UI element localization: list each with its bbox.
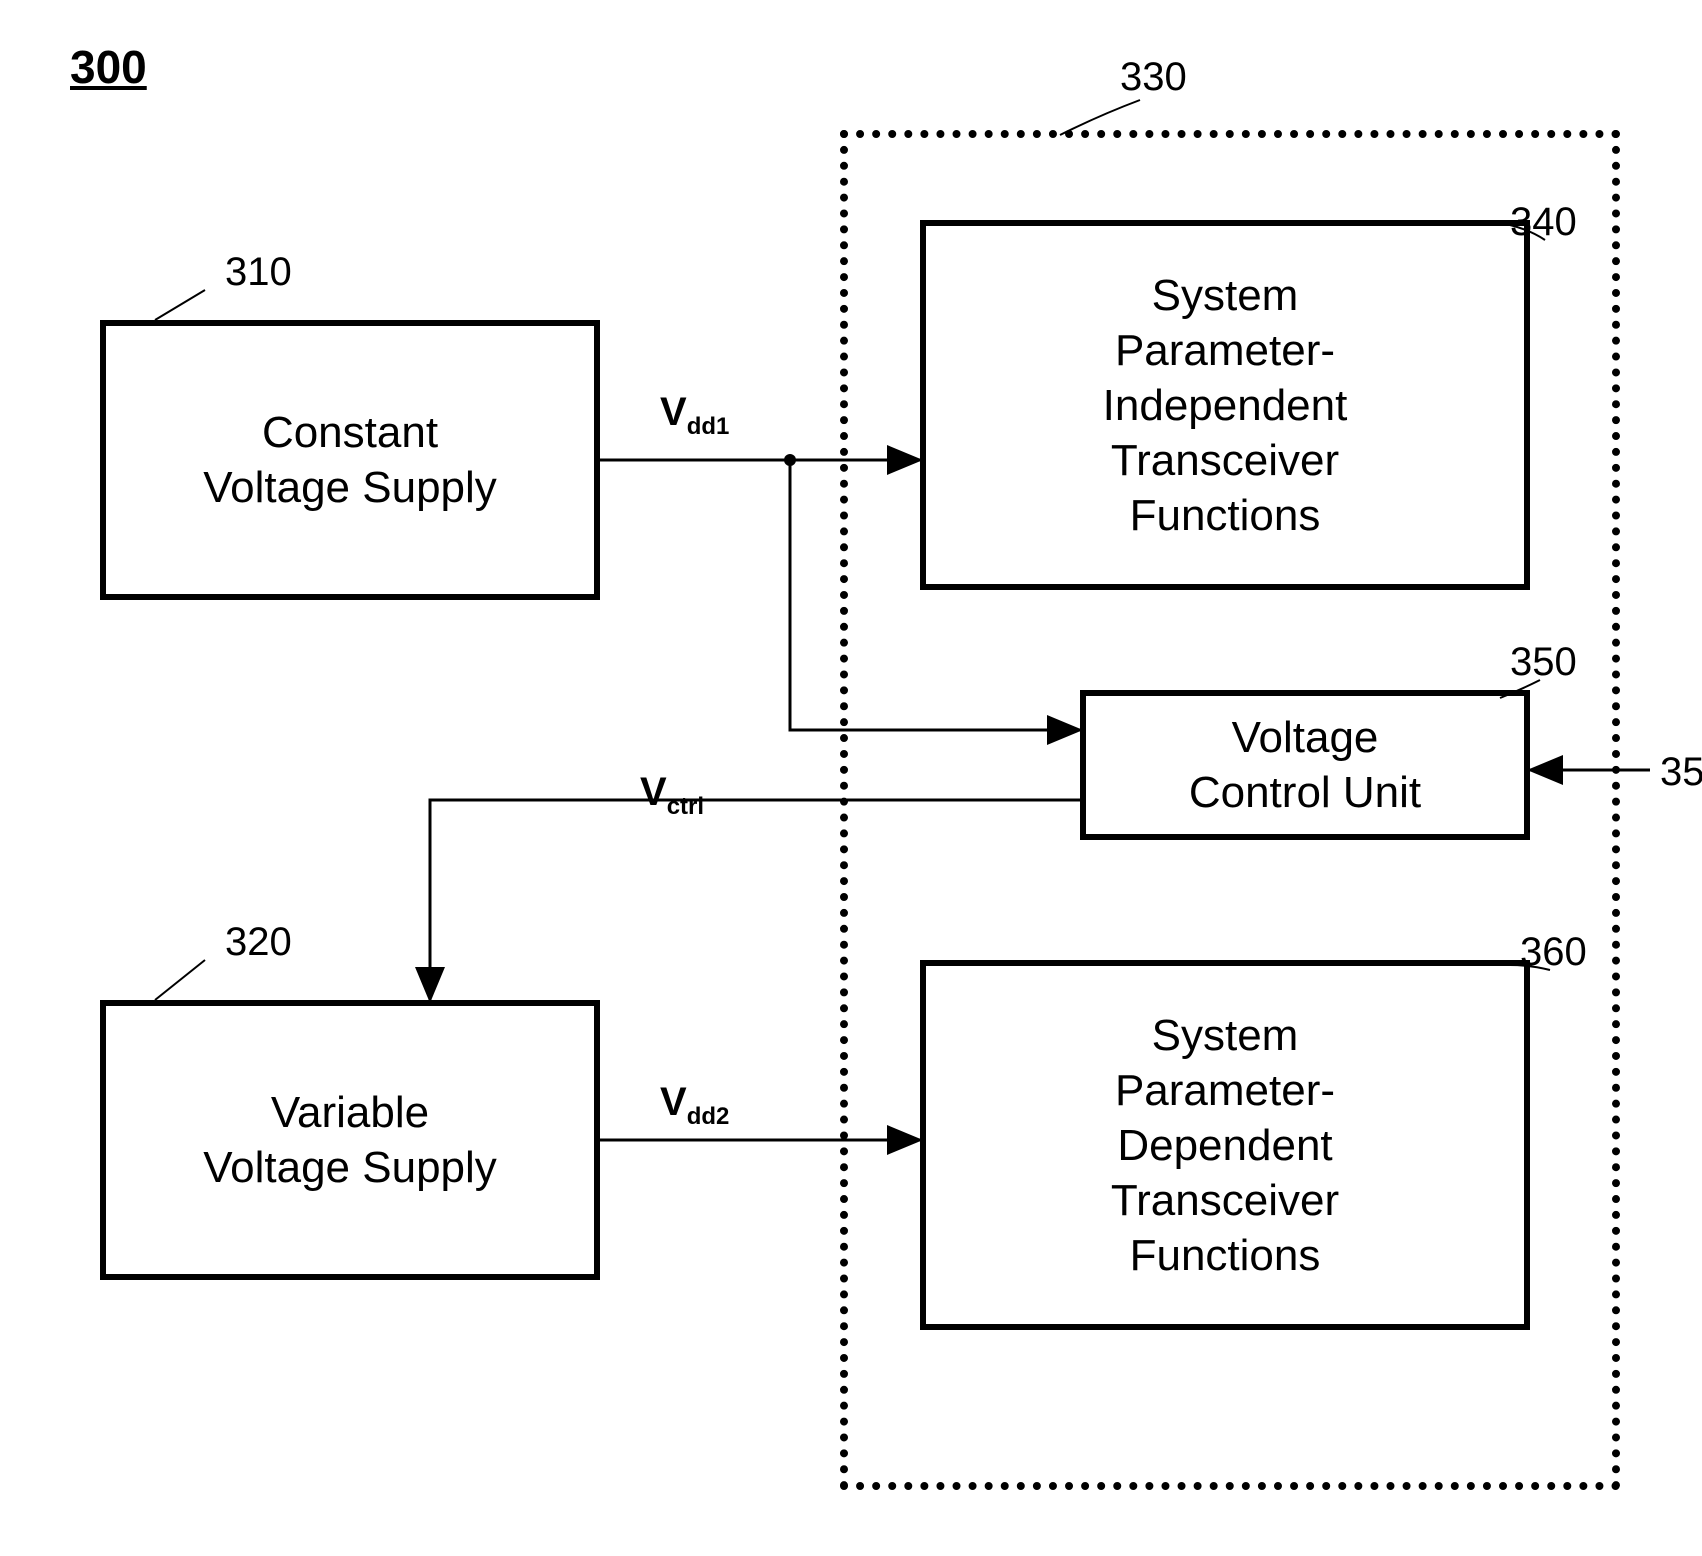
block-independent-fns: SystemParameter-IndependentTransceiverFu… (920, 220, 1530, 590)
block-independent-fns-label: SystemParameter-IndependentTransceiverFu… (1103, 268, 1348, 543)
ref-310: 310 (225, 250, 292, 295)
block-voltage-ctrl-label: VoltageControl Unit (1189, 710, 1421, 820)
ref-351: 351 (1660, 750, 1702, 795)
ref-330: 330 (1120, 55, 1187, 100)
block-dependent-fns: SystemParameter-DependentTransceiverFunc… (920, 960, 1530, 1330)
signal-vdd2: Vdd2 (660, 1080, 729, 1131)
block-constant-supply: ConstantVoltage Supply (100, 320, 600, 600)
signal-vctrl: Vctrl (640, 770, 704, 821)
ref-360: 360 (1520, 930, 1587, 975)
ref-340: 340 (1510, 200, 1577, 245)
block-constant-supply-label: ConstantVoltage Supply (203, 405, 497, 515)
ref-350: 350 (1510, 640, 1577, 685)
ref-320: 320 (225, 920, 292, 965)
block-variable-supply-label: VariableVoltage Supply (203, 1085, 497, 1195)
block-variable-supply: VariableVoltage Supply (100, 1000, 600, 1280)
block-voltage-ctrl: VoltageControl Unit (1080, 690, 1530, 840)
block-dependent-fns-label: SystemParameter-DependentTransceiverFunc… (1111, 1008, 1339, 1283)
figure-ref-300: 300 (70, 40, 147, 94)
signal-vdd1: Vdd1 (660, 390, 729, 441)
